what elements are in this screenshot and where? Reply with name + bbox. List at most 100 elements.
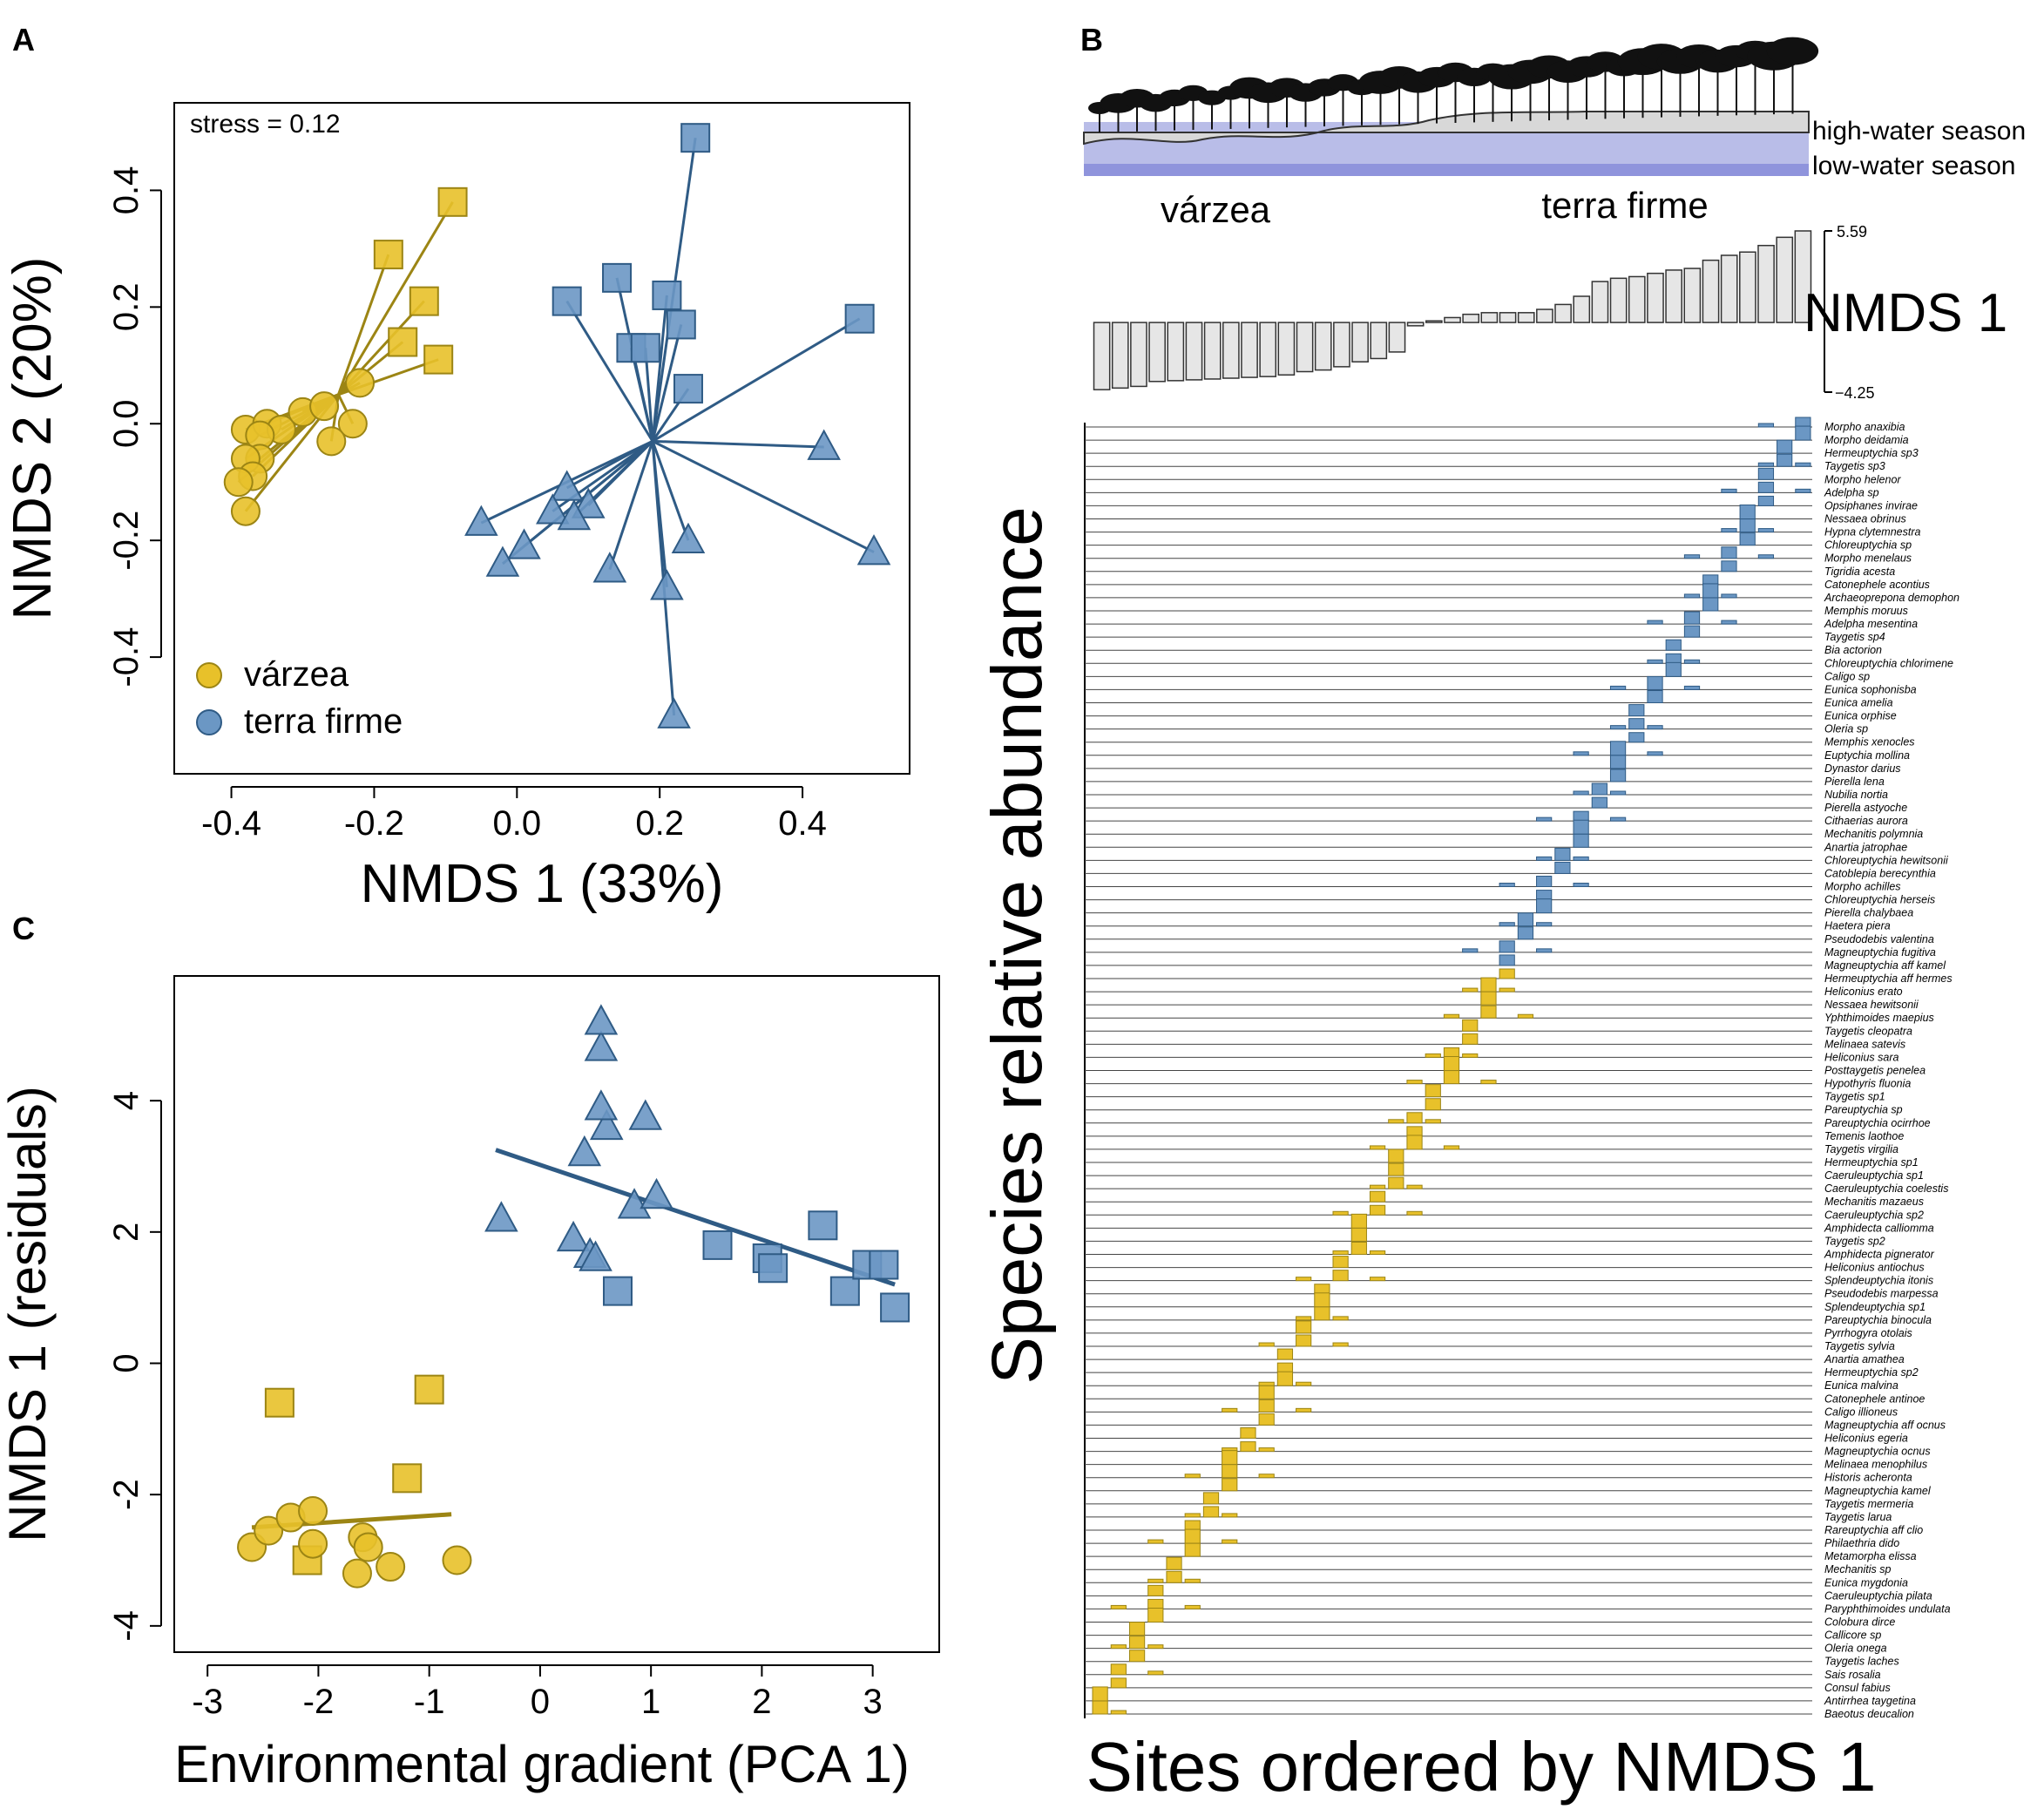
abundance-bar <box>1222 1407 1238 1413</box>
abundance-bar <box>1128 1622 1146 1636</box>
abundance-bar <box>1609 685 1627 690</box>
terra-triangle-point <box>671 522 706 553</box>
terra-square-point <box>880 1292 910 1323</box>
abundance-bar <box>1480 991 1497 1006</box>
site-bar <box>1591 281 1609 323</box>
abundance-bar <box>1369 1277 1386 1282</box>
x-tick-label: 0.2 <box>635 804 684 843</box>
species-label: Eunica amelia <box>1824 697 1893 709</box>
varzea-circle-point <box>309 391 340 422</box>
abundance-bar <box>1536 948 1553 953</box>
species-label: Heliconius egeria <box>1824 1433 1908 1445</box>
y-tick-label: -4 <box>107 1610 146 1642</box>
species-label: Eunica mygdonia <box>1824 1576 1908 1589</box>
abundance-bar <box>1350 1242 1367 1255</box>
species-label: Memphis moruus <box>1824 605 1908 617</box>
species-label: Pseudodebis valentina <box>1824 933 1934 945</box>
abundance-bar <box>1702 597 1719 612</box>
abundance-bar <box>1147 1644 1164 1650</box>
species-label: Yphthimoides maepius <box>1824 1012 1934 1024</box>
abundance-bar <box>1499 968 1515 979</box>
terra-square-point <box>552 286 582 316</box>
panel-a-stress: stress = 0.12 <box>190 110 341 139</box>
site-bar <box>1333 322 1350 368</box>
abundance-bar <box>1499 987 1515 993</box>
abundance-bar <box>1425 1098 1441 1111</box>
abundance-bar <box>1222 1464 1238 1479</box>
panel-a-y-axis: -0.4 -0.2 0.0 0.2 0.4 <box>107 166 162 688</box>
species-label: Morpho achilles <box>1824 881 1901 893</box>
abundance-bar <box>1777 453 1793 467</box>
species-label: Taygetis mermeria <box>1824 1498 1913 1510</box>
varzea-square-point <box>264 1387 294 1418</box>
abundance-bar <box>1573 810 1589 822</box>
terra-triangle-point <box>584 1089 619 1121</box>
terra-triangle-point <box>571 487 606 518</box>
y-tick-label: 0.2 <box>107 283 146 332</box>
abundance-bar <box>1388 1176 1404 1189</box>
species-label: Paryphthimoides undulata <box>1824 1602 1951 1615</box>
abundance-bar <box>1369 1204 1386 1216</box>
abundance-bar <box>1147 1539 1164 1544</box>
spoke <box>644 348 654 442</box>
species-label: Morpho helenor <box>1824 473 1901 485</box>
abundance-bar <box>1628 718 1645 730</box>
terra-square-point <box>666 309 696 340</box>
abundance-bar <box>1573 833 1589 848</box>
species-label: Taygetis sp4 <box>1824 631 1885 643</box>
species-label: Taygetis virgilia <box>1824 1143 1898 1155</box>
terra-triangle-point <box>628 1099 663 1130</box>
abundance-bar <box>1222 1478 1238 1492</box>
legend-varzea-marker <box>196 662 222 688</box>
terra-square-point <box>602 262 633 293</box>
species-label: Bia actorion <box>1824 644 1882 656</box>
spoke <box>652 439 824 449</box>
site-bar <box>1241 322 1258 378</box>
abundance-bar <box>1795 488 1811 493</box>
species-label: Heliconius erato <box>1824 986 1903 998</box>
abundance-bar <box>1369 1190 1386 1203</box>
abundance-bar <box>1573 819 1589 835</box>
species-label: Taygetis sp3 <box>1824 460 1885 472</box>
species-label: Magneuptychia aff kamel <box>1824 959 1946 972</box>
abundance-bar <box>1296 1316 1312 1321</box>
abundance-bar <box>1683 625 1701 638</box>
terra-fit-line <box>495 1148 896 1287</box>
abundance-bar <box>1480 1080 1497 1085</box>
abundance-bar <box>1517 912 1534 927</box>
species-label: Caligo sp <box>1824 670 1870 682</box>
species-label: Eunica sophonisba <box>1824 683 1917 695</box>
abundance-bar <box>1536 898 1553 914</box>
x-tick-label: -0.4 <box>201 804 261 843</box>
abundance-bar <box>1443 1070 1460 1085</box>
species-label: Taygetis larua <box>1824 1511 1892 1523</box>
abundance-bar <box>1166 1556 1182 1570</box>
legend-varzea-label: várzea <box>244 655 349 694</box>
abundance-bar <box>1739 505 1756 519</box>
varzea-square-point <box>423 344 454 375</box>
panel-a-x-axis: -0.4 -0.2 0.0 0.2 0.4 <box>201 786 827 843</box>
species-label: Pierella chalybaea <box>1824 907 1913 919</box>
spoke <box>337 254 390 396</box>
terra-square-point <box>808 1210 838 1241</box>
abundance-bar <box>1702 583 1719 599</box>
abundance-bar <box>1757 528 1775 533</box>
abundance-bar <box>1739 518 1756 533</box>
terra-triangle-point <box>592 552 627 583</box>
panel-b-label: B <box>1080 22 1103 58</box>
abundance-bar <box>1202 1492 1220 1505</box>
species-label: Cithaerias aurora <box>1824 815 1908 827</box>
y-tick-label: 0.0 <box>107 399 146 448</box>
site-bar <box>1351 322 1369 362</box>
abundance-bar <box>1147 1578 1164 1583</box>
abundance-bar <box>1757 462 1775 467</box>
site-bar <box>1130 322 1147 388</box>
species-label: Amphidecta pignerator <box>1824 1249 1935 1261</box>
abundance-bar <box>1258 1447 1275 1453</box>
terra-triangle-point <box>556 1220 591 1252</box>
abundance-bar <box>1683 554 1701 559</box>
abundance-bar <box>1184 1520 1201 1531</box>
varzea-circle-point <box>337 409 368 439</box>
abundance-bar <box>1314 1306 1330 1321</box>
species-label: Tigridia acesta <box>1824 566 1895 578</box>
